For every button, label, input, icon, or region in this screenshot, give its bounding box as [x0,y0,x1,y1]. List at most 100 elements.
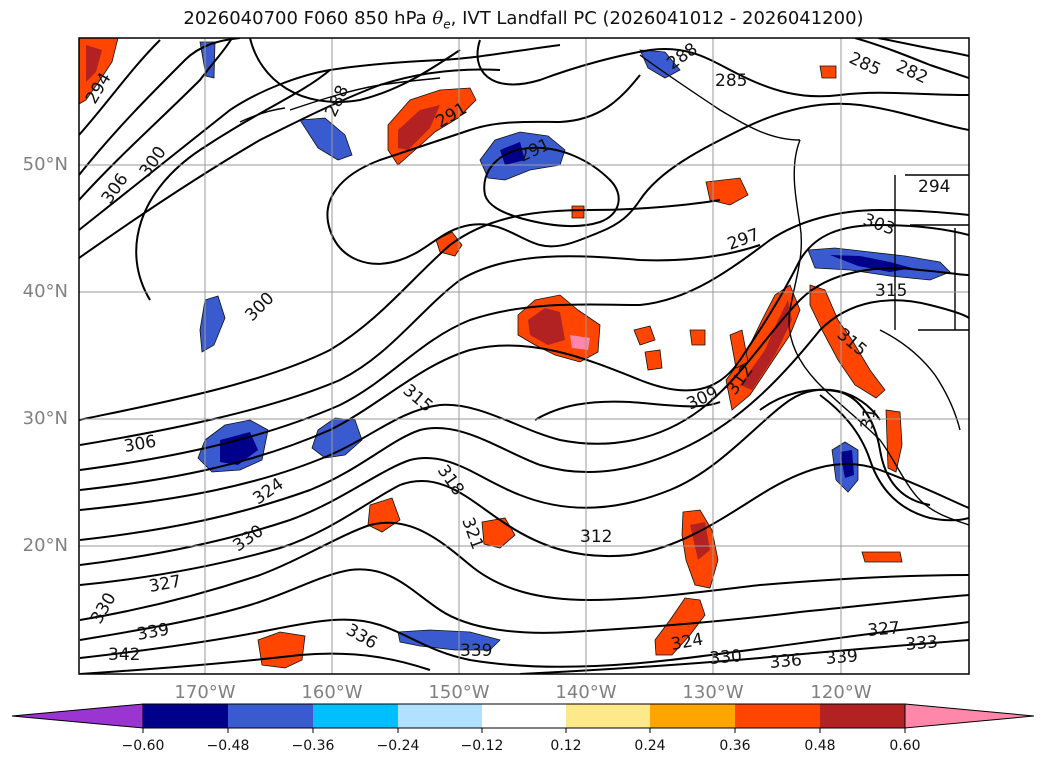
colorbar-frame [142,703,906,729]
lat-label: 40°N [22,281,68,302]
shade-patch [299,117,353,161]
contour-line [854,38,969,79]
coastline [788,139,969,526]
lat-label: 20°N [22,535,68,556]
shade-patch [86,45,102,82]
contour-line [476,39,969,98]
lat-label: 50°N [22,154,68,175]
colorbar-tick-label: 0.24 [634,738,666,754]
shade-patch [689,329,706,346]
colorbar-segment [482,704,566,728]
lon-label: 170°W [174,682,236,703]
contour-line [79,199,721,421]
contour-label: 339 [460,641,492,661]
contour-line [819,394,969,522]
lon-label: 140°W [555,682,617,703]
colorbar-extend-min [11,703,144,729]
contour-line [79,223,969,491]
colorbar-segment [398,704,482,728]
shade-patch [885,409,903,473]
contour-line [249,38,461,103]
contour-line [483,146,620,228]
coastline [289,77,441,111]
shade-patch [528,308,565,345]
shade-patch [644,349,663,371]
shade-patch [690,522,710,560]
colorbar-segment [313,704,398,728]
contour-line [326,74,969,265]
colorbar-tick-label: 0.48 [804,738,836,754]
contour-line [877,38,969,57]
colorbar-segment [650,704,735,728]
contour-line [79,68,501,259]
colorbar-tick-label: −0.12 [460,738,504,754]
contour-line [79,388,881,566]
shade-patch [199,295,226,353]
contour-label: 294 [918,177,950,197]
theta-e-contours [79,38,969,674]
contour-label: 330 [709,646,743,669]
figure-title: 2026040700 F060 850 hPa θe, IVT Landfall… [183,8,864,32]
colorbar-tick-label: −0.60 [121,738,165,754]
contour-line [79,38,233,201]
shade-patch [398,105,440,150]
coastlines [239,54,969,526]
contour-line [79,618,969,668]
contour-line [79,521,969,621]
shade-patch [570,335,590,350]
shade-patch [809,284,886,399]
contour-label: 336 [769,650,803,673]
lon-label: 120°W [810,682,872,703]
coastline [639,54,801,141]
colorbar-extend-max [904,703,1035,729]
contour-line [79,267,969,511]
contour-label: 315 [875,281,907,301]
shade-patch [861,551,903,563]
contour-label: 339 [825,646,859,669]
shade-patch [639,49,681,79]
map-frame [78,37,970,675]
contour-label: 31 [857,406,880,431]
colorbar-segment [228,704,313,728]
lon-label: 130°W [682,682,744,703]
coastline [239,107,286,123]
colorbar-tick-label: −0.36 [291,738,335,754]
colorbar-tick-label: 0.60 [889,738,921,754]
shade-patch [220,432,258,465]
contour-line [79,463,969,586]
contour-line [519,639,969,674]
contour-label: 327 [867,618,901,641]
contour-line [79,244,761,446]
colorbar-tick-label: 0.12 [550,738,582,754]
shade-patch [819,65,837,79]
coastline [879,329,961,431]
contour-line [79,568,969,641]
lat-label: 30°N [22,408,68,429]
colorbar-segment [143,704,228,728]
colorbar-tick-label: 0.36 [719,738,751,754]
lon-label: 150°W [428,682,490,703]
shade-patch [654,597,706,656]
shade-patch [633,325,656,346]
shade-patch [705,177,749,206]
shade-patch [311,417,363,459]
contour-line [79,299,969,541]
contour-line [534,400,721,421]
colorbar [11,703,1035,733]
colorbar-segment [566,704,650,728]
contour-label: 333 [905,632,939,655]
colorbar-tick-label: −0.24 [376,738,420,754]
contour-line [135,69,331,301]
colorbar-segment [820,704,905,728]
shade-patch [500,142,525,165]
contour-line [79,208,969,471]
shade-patch [571,205,585,219]
contour-line [79,38,241,176]
lon-label: 160°W [301,682,363,703]
grid [79,38,969,674]
colorbar-segment [735,704,820,728]
contour-label: 342 [108,645,140,665]
contour-labels: 285 282 285 288 288 294 291 291 300 306 … [82,39,950,673]
shade-patch [199,41,216,79]
